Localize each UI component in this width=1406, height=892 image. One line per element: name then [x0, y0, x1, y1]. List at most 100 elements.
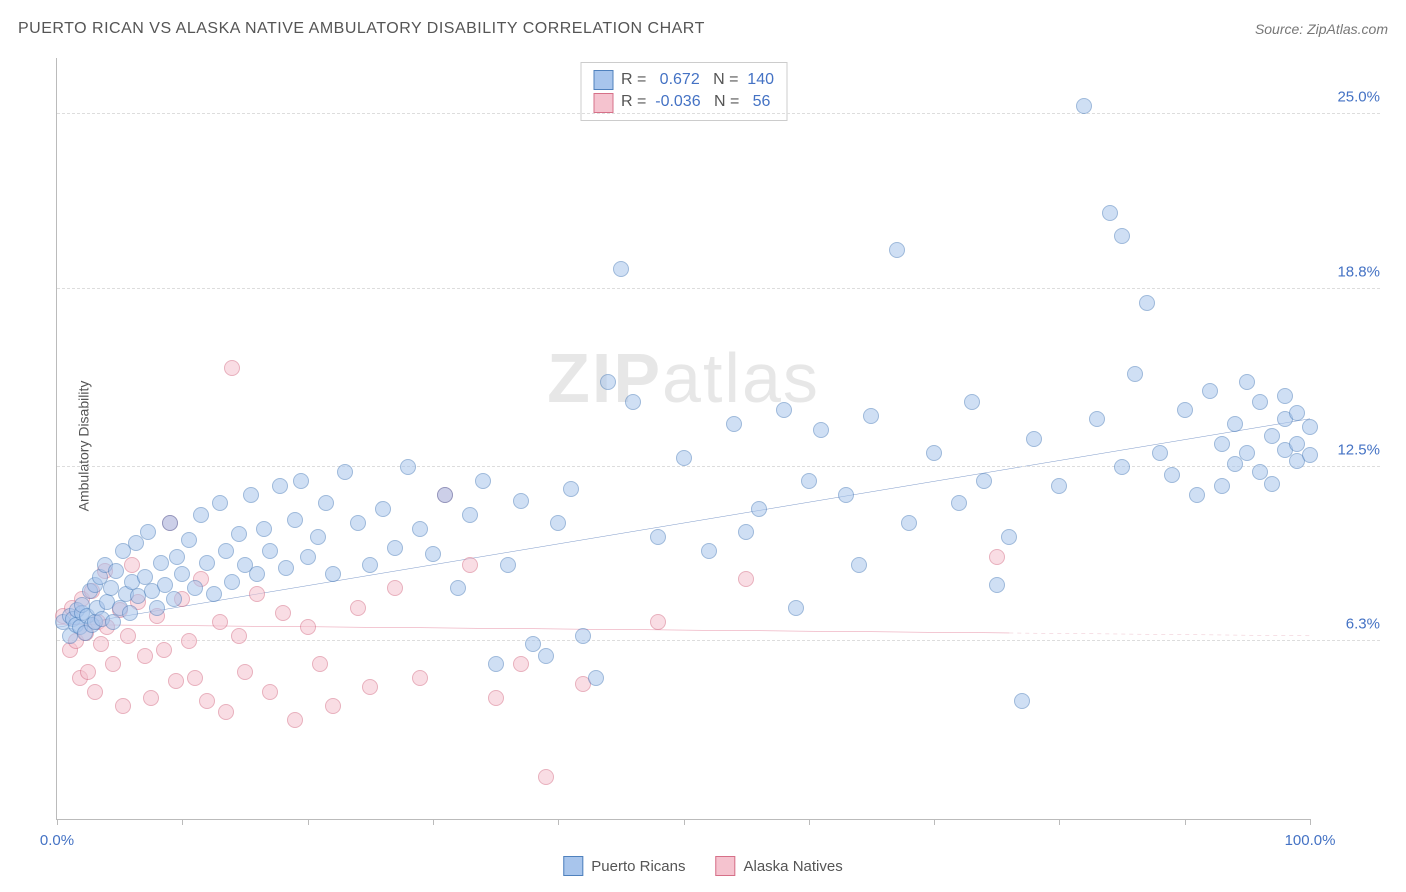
x-tick-label: 100.0% [1285, 832, 1336, 849]
data-point [863, 408, 879, 424]
y-tick-label: 6.3% [1320, 616, 1380, 633]
data-point [1302, 447, 1318, 463]
data-point [153, 555, 169, 571]
source-attribution: Source: ZipAtlas.com [1255, 21, 1388, 37]
y-tick-label: 12.5% [1320, 441, 1380, 458]
data-point [738, 571, 754, 587]
gridline-h [57, 288, 1380, 289]
data-point [287, 512, 303, 528]
y-tick-label: 25.0% [1320, 89, 1380, 106]
data-point [575, 628, 591, 644]
x-tick [558, 819, 559, 825]
data-point [1152, 445, 1168, 461]
data-point [425, 546, 441, 562]
x-tick [308, 819, 309, 825]
data-point [362, 679, 378, 695]
data-point [120, 628, 136, 644]
data-point [187, 670, 203, 686]
y-tick-label: 18.8% [1320, 264, 1380, 281]
data-point [278, 560, 294, 576]
data-point [318, 495, 334, 511]
data-point [813, 422, 829, 438]
data-point [462, 507, 478, 523]
data-point [300, 619, 316, 635]
data-point [108, 563, 124, 579]
data-point [513, 493, 529, 509]
header-row: PUERTO RICAN VS ALASKA NATIVE AMBULATORY… [18, 20, 1388, 38]
data-point [1026, 431, 1042, 447]
data-point [93, 636, 109, 652]
data-point [231, 628, 247, 644]
data-point [1239, 374, 1255, 390]
data-point [272, 478, 288, 494]
data-point [262, 684, 278, 700]
data-point [1001, 529, 1017, 545]
plot-container: ZIPatlas R = 0.672 N = 140 R = -0.036 N … [50, 50, 1388, 832]
data-point [1114, 228, 1130, 244]
data-point [149, 600, 165, 616]
data-point [168, 673, 184, 689]
data-point [1076, 98, 1092, 114]
data-point [237, 664, 253, 680]
data-point [838, 487, 854, 503]
data-point [262, 543, 278, 559]
data-point [218, 543, 234, 559]
data-point [450, 580, 466, 596]
data-point [1277, 388, 1293, 404]
data-point [169, 549, 185, 565]
data-point [325, 698, 341, 714]
data-point [80, 664, 96, 680]
data-point [1177, 402, 1193, 418]
data-point [1189, 487, 1205, 503]
x-tick [182, 819, 183, 825]
data-point [1139, 295, 1155, 311]
data-point [249, 566, 265, 582]
data-point [143, 690, 159, 706]
data-point [563, 481, 579, 497]
gridline-h [57, 466, 1380, 467]
data-point [325, 566, 341, 582]
data-point [1289, 405, 1305, 421]
data-point [1114, 459, 1130, 475]
gridline-h [57, 640, 1380, 641]
data-point [162, 515, 178, 531]
data-point [1089, 411, 1105, 427]
data-point [166, 591, 182, 607]
data-point [701, 543, 717, 559]
data-point [801, 473, 817, 489]
data-point [231, 526, 247, 542]
data-point [1127, 366, 1143, 382]
data-point [350, 515, 366, 531]
data-point [293, 473, 309, 489]
x-tick [684, 819, 685, 825]
data-point [1239, 445, 1255, 461]
data-point [437, 487, 453, 503]
data-point [400, 459, 416, 475]
data-point [488, 656, 504, 672]
data-point [224, 574, 240, 590]
x-tick [433, 819, 434, 825]
data-point [989, 549, 1005, 565]
data-point [412, 521, 428, 537]
stats-text-series2: R = -0.036 N = 56 [621, 91, 770, 113]
data-point [287, 712, 303, 728]
data-point [181, 633, 197, 649]
bottom-legend: Puerto Ricans Alaska Natives [563, 856, 842, 876]
data-point [751, 501, 767, 517]
data-point [613, 261, 629, 277]
swatch-series1 [593, 70, 613, 90]
data-point [249, 586, 265, 602]
data-point [650, 614, 666, 630]
data-point [181, 532, 197, 548]
data-point [538, 769, 554, 785]
data-point [600, 374, 616, 390]
data-point [650, 529, 666, 545]
data-point [87, 684, 103, 700]
data-point [156, 642, 172, 658]
data-point [1264, 428, 1280, 444]
data-point [387, 580, 403, 596]
legend-label-2: Alaska Natives [744, 858, 843, 875]
trend-line [1009, 633, 1310, 636]
chart-title: PUERTO RICAN VS ALASKA NATIVE AMBULATORY… [18, 20, 705, 38]
swatch-series2 [593, 93, 613, 113]
